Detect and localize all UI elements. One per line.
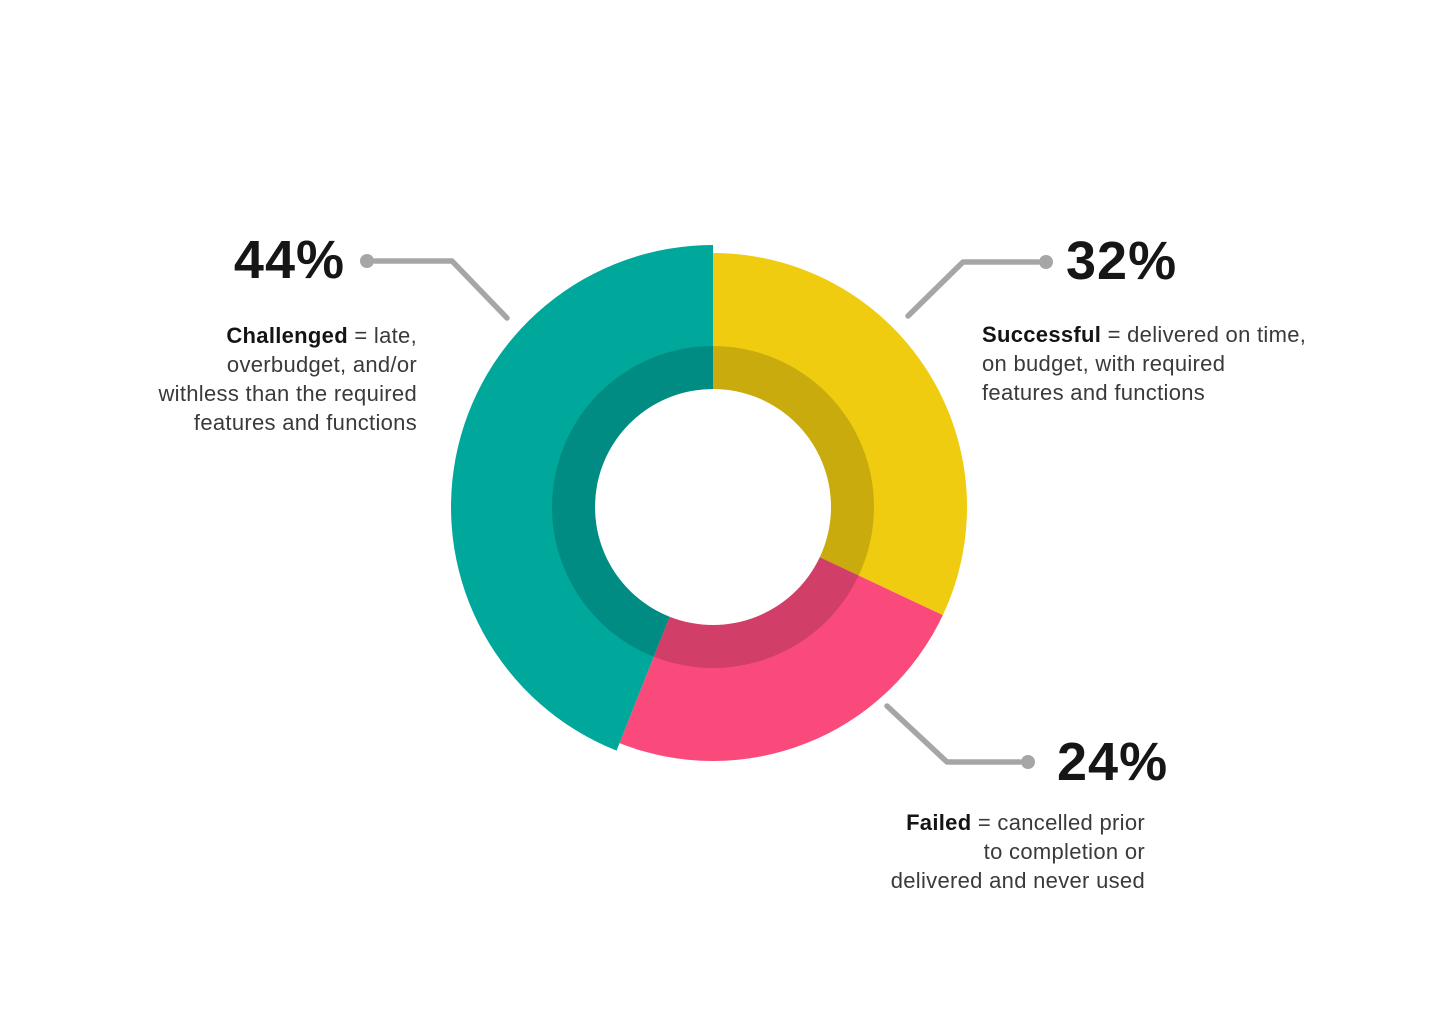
callout-successful-line2: on budget, with required <box>982 351 1226 376</box>
callout-connectors <box>360 254 1053 769</box>
callout-challenged-term: Challenged <box>226 323 348 348</box>
callout-line-challenged <box>372 258 510 321</box>
callout-successful-percent: 32% <box>1066 231 1178 291</box>
callout-line-successful <box>905 259 1041 319</box>
callout-successful-line3: features and functions <box>982 380 1206 405</box>
callout-line-failed <box>884 703 1023 765</box>
callout-challenged-line1: Challenged = late, <box>226 323 417 348</box>
callout-dot-failed <box>1021 755 1035 769</box>
callout-successful-term: Successful <box>982 322 1102 347</box>
callout-successful-line1: Successful = delivered on time, <box>982 322 1307 347</box>
donut-slice-challenged <box>451 245 713 751</box>
callout-successful-description: Successful = delivered on time, on budge… <box>982 320 1412 407</box>
callout-failed-line3: delivered and never used <box>890 868 1145 893</box>
callout-dot-successful <box>1039 255 1053 269</box>
callout-failed-line1: Failed = cancelled prior <box>906 810 1145 835</box>
donut-slice-successful <box>713 253 968 616</box>
callout-challenged-line3: withless than the required <box>158 381 417 406</box>
callout-failed-line2: to completion or <box>983 839 1145 864</box>
donut-inner-shade-ring <box>552 346 874 668</box>
callout-challenged-line2: overbudget, and/or <box>226 352 417 377</box>
donut-slice-failed <box>619 557 943 761</box>
callout-challenged-line4: features and functions <box>193 410 417 435</box>
callout-failed-term: Failed <box>906 810 972 835</box>
callout-dot-challenged <box>360 254 374 268</box>
callout-failed-percent: 24% <box>1057 732 1169 792</box>
callout-failed-description: Failed = cancelled prior to completion o… <box>818 808 1145 895</box>
donut-slices-layer <box>451 245 968 761</box>
callout-challenged-description: Challenged = late, overbudget, and/or wi… <box>95 321 417 437</box>
callout-challenged-percent: 44% <box>233 230 345 290</box>
